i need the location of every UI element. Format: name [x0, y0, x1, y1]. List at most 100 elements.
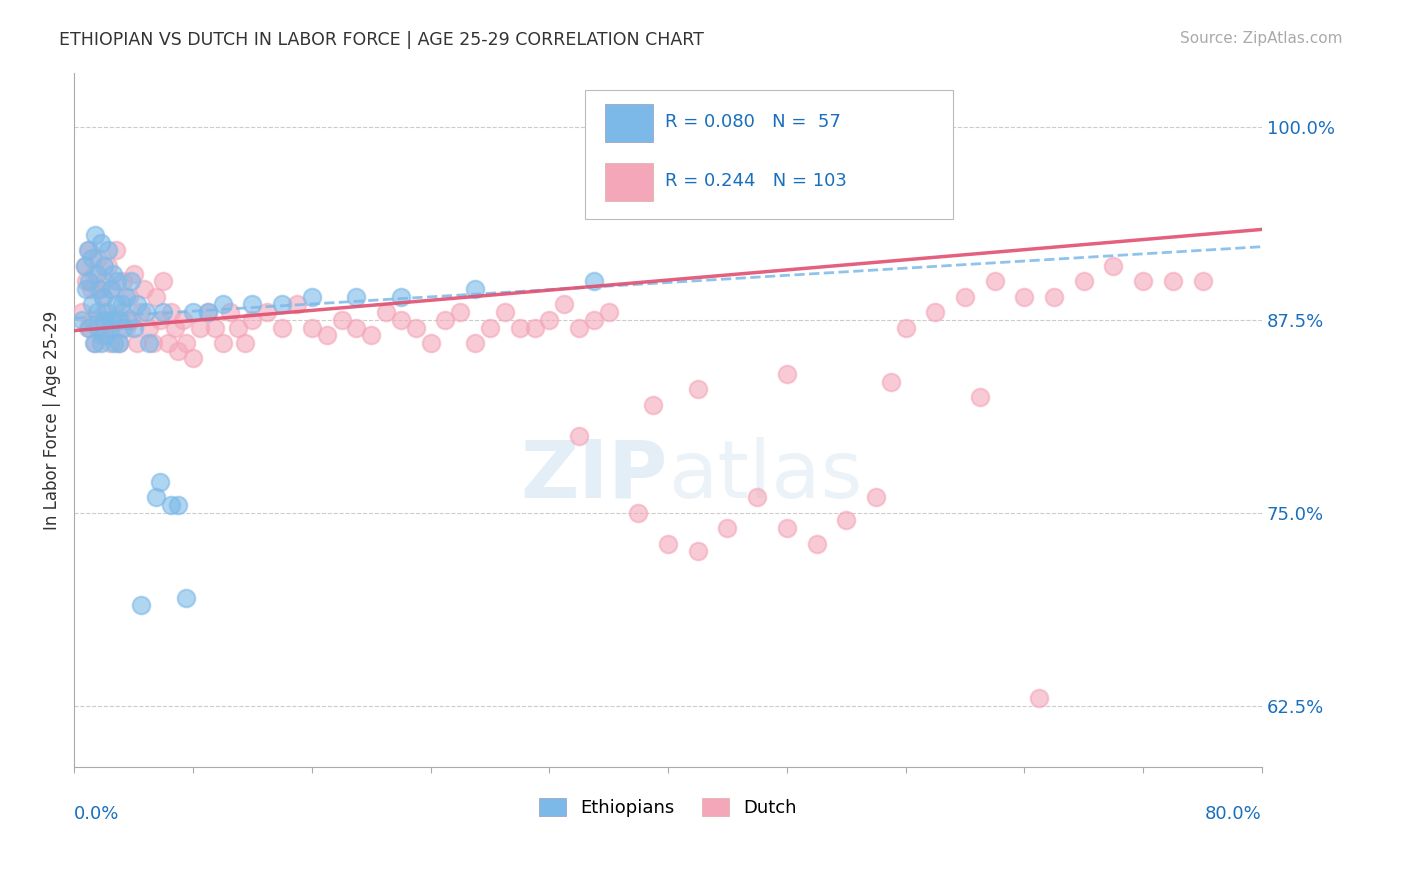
- Point: [1073, 274, 1095, 288]
- Text: ZIP: ZIP: [520, 437, 668, 515]
- Point: [627, 506, 650, 520]
- Point: [101, 267, 124, 281]
- Point: [478, 320, 501, 334]
- Point: [73, 259, 96, 273]
- Point: [167, 498, 190, 512]
- Point: [806, 536, 828, 550]
- Point: [93, 259, 115, 273]
- Point: [271, 297, 294, 311]
- Point: [100, 282, 122, 296]
- Point: [96, 305, 118, 319]
- Point: [122, 320, 145, 334]
- Point: [344, 290, 367, 304]
- Point: [90, 328, 112, 343]
- Point: [360, 328, 382, 343]
- Point: [82, 313, 104, 327]
- Point: [865, 490, 887, 504]
- Point: [117, 313, 139, 327]
- Point: [83, 336, 105, 351]
- Point: [924, 305, 946, 319]
- Point: [138, 320, 160, 334]
- Point: [509, 320, 531, 334]
- Point: [84, 336, 107, 351]
- Point: [120, 274, 142, 288]
- Point: [285, 297, 308, 311]
- Point: [94, 274, 117, 288]
- Point: [983, 274, 1005, 288]
- Point: [82, 251, 104, 265]
- Point: [75, 282, 97, 296]
- Text: Source: ZipAtlas.com: Source: ZipAtlas.com: [1180, 31, 1343, 46]
- Point: [96, 320, 118, 334]
- Point: [242, 297, 264, 311]
- Point: [111, 305, 134, 319]
- Point: [464, 282, 486, 296]
- Point: [449, 305, 471, 319]
- Text: atlas: atlas: [668, 437, 862, 515]
- Point: [894, 320, 917, 334]
- Point: [90, 336, 112, 351]
- Point: [389, 290, 412, 304]
- Point: [103, 313, 125, 327]
- Point: [159, 498, 181, 512]
- Point: [83, 267, 105, 281]
- Point: [115, 290, 138, 304]
- Point: [108, 336, 131, 351]
- Point: [330, 313, 353, 327]
- Point: [375, 305, 398, 319]
- Point: [149, 475, 172, 489]
- Point: [115, 320, 138, 334]
- Point: [538, 313, 561, 327]
- Point: [120, 313, 142, 327]
- Point: [1191, 274, 1213, 288]
- Point: [405, 320, 427, 334]
- Point: [172, 313, 194, 327]
- Point: [82, 297, 104, 311]
- Point: [190, 320, 212, 334]
- Point: [174, 591, 197, 605]
- Point: [523, 320, 546, 334]
- Point: [716, 521, 738, 535]
- Point: [1102, 259, 1125, 273]
- Point: [84, 227, 107, 242]
- Point: [77, 244, 100, 258]
- Point: [145, 290, 167, 304]
- Point: [419, 336, 441, 351]
- Point: [91, 290, 114, 304]
- Point: [112, 274, 135, 288]
- Point: [1132, 274, 1154, 288]
- Point: [149, 313, 172, 327]
- Point: [73, 259, 96, 273]
- Point: [94, 328, 117, 343]
- Y-axis label: In Labor Force | Age 25-29: In Labor Force | Age 25-29: [44, 310, 60, 530]
- Point: [969, 390, 991, 404]
- Point: [389, 313, 412, 327]
- Point: [197, 305, 219, 319]
- Point: [494, 305, 516, 319]
- Point: [598, 305, 620, 319]
- Point: [643, 398, 665, 412]
- FancyBboxPatch shape: [585, 90, 953, 219]
- Point: [108, 336, 131, 351]
- Point: [301, 320, 323, 334]
- Point: [77, 320, 100, 334]
- Point: [70, 305, 93, 319]
- Text: R = 0.244   N = 103: R = 0.244 N = 103: [665, 172, 846, 190]
- Point: [181, 305, 204, 319]
- Point: [165, 320, 187, 334]
- Point: [90, 235, 112, 250]
- Point: [87, 320, 110, 334]
- Point: [93, 313, 115, 327]
- Point: [880, 375, 903, 389]
- Point: [91, 290, 114, 304]
- Point: [125, 297, 148, 311]
- FancyBboxPatch shape: [605, 104, 652, 143]
- Point: [211, 336, 233, 351]
- Point: [582, 274, 605, 288]
- Point: [464, 336, 486, 351]
- Point: [76, 320, 98, 334]
- Point: [98, 336, 121, 351]
- Point: [1161, 274, 1184, 288]
- Text: 80.0%: 80.0%: [1205, 805, 1263, 823]
- Point: [105, 274, 128, 288]
